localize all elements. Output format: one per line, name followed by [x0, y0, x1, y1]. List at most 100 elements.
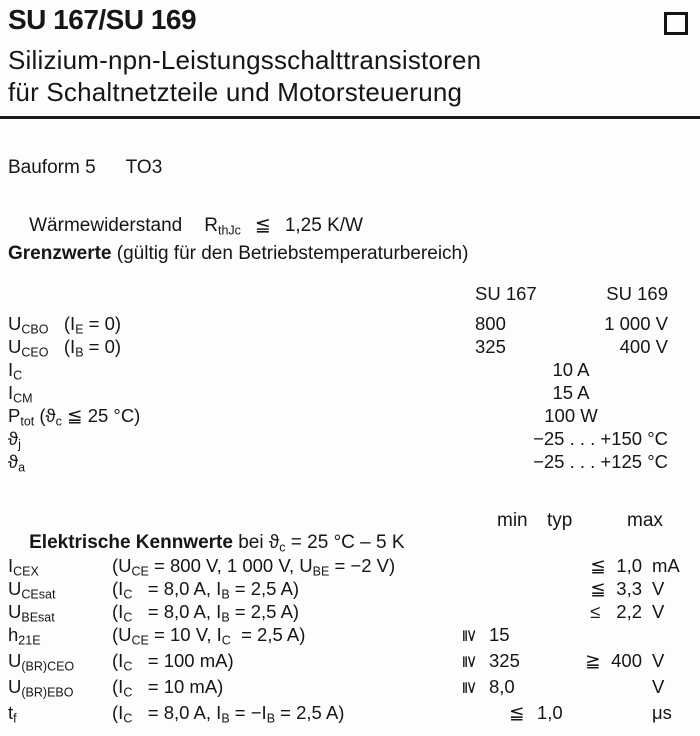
subscript-text: BEsat	[21, 610, 55, 625]
symbol-text: U	[8, 650, 22, 671]
symbol-text: bei ϑ	[232, 532, 280, 553]
symbol-text: = −2 V)	[329, 555, 396, 576]
row-symbol: IC	[8, 358, 460, 382]
row-symbol: Ptot (ϑc ≦ 25 °C)	[8, 404, 460, 428]
symbol-text: U	[8, 336, 22, 357]
row-symbol: UCBO (IE = 0)	[8, 312, 460, 337]
row-max-cell: ≧ 400 V	[540, 649, 692, 675]
thermal-symbol: RthJc	[204, 215, 241, 238]
subscript-text: f	[13, 711, 17, 726]
subscript-text: C	[221, 633, 231, 648]
symbol-text: = 0)	[83, 336, 122, 357]
symbol-text: ϑ	[8, 428, 19, 449]
symbol-text: U	[8, 578, 22, 599]
row-value-su167: 325	[475, 336, 506, 357]
symbol-text: U	[8, 313, 22, 334]
table-row: U(BR)EBO (IC = 10 mA) ≧ 8,0 V	[8, 675, 692, 701]
column-header-max: max	[627, 510, 663, 531]
symbol-text: = 8,0 A, I	[132, 702, 222, 723]
symbol-text: h	[8, 624, 19, 645]
table-row: h21E (UCE = 10 V, IC = 2,5 A) ≧ 15	[8, 623, 692, 649]
corner-square-icon	[664, 12, 688, 35]
limits-heading-bold: Grenzwerte	[8, 243, 112, 264]
symbol-text: (I	[112, 601, 124, 622]
symbol-text: = −I	[229, 702, 267, 723]
row-min-cell	[455, 554, 540, 577]
row-unit: V	[652, 676, 665, 697]
row-min-value: 325	[489, 650, 520, 671]
relation-symbol: ≤	[590, 601, 601, 622]
row-max-cell: μs	[540, 701, 692, 724]
subscript-text: j	[18, 437, 21, 452]
row-conditions: (IC = 8,0 A, IB = −IB = 2,5 A)	[112, 701, 455, 726]
subscript-text: B	[221, 711, 230, 726]
relation-symbol: ≦	[590, 578, 606, 599]
row-unit: V	[652, 578, 665, 599]
table-row: UCBO (IE = 0) 800 1 000 V	[8, 312, 692, 337]
symbol-text: = 10 V, I	[148, 624, 222, 645]
row-symbol: U(BR)EBO	[8, 675, 112, 701]
symbol-text: (U	[112, 624, 132, 645]
symbol-text: (I	[48, 313, 76, 334]
row-unit: μs	[652, 702, 672, 723]
subscript-text: CEX	[13, 564, 39, 579]
relation-symbol: ≧	[460, 654, 480, 669]
row-unit: mA	[652, 555, 680, 576]
row-max-cell: V	[540, 675, 692, 701]
row-symbol: ϑj	[8, 427, 460, 452]
row-max-cell: ≤2,2 V	[540, 600, 692, 623]
electrical-section-heading: Elektrische Kennwerte bei ϑc = 25 °C – 5…	[8, 510, 692, 642]
symbol-text: = 2,5 A)	[229, 601, 300, 622]
row-max-cell	[540, 623, 692, 649]
symbol-text: = 8,0 A, I	[132, 601, 222, 622]
row-min-cell: ≦ 1,0	[455, 701, 563, 724]
table-row: ϑj −25 . . . +150 °C	[8, 427, 692, 452]
row-symbol: tf	[8, 701, 112, 726]
row-max-cell: ≦ 3,3 V	[540, 577, 692, 600]
row-value-shared: 10 A	[552, 359, 590, 380]
limits-section-heading: Grenzwerte (gültig für den Betriebstempe…	[8, 243, 468, 265]
subscript-text: thJc	[217, 223, 241, 238]
relation-symbol: ≧	[585, 650, 601, 671]
row-symbol: ϑa	[8, 450, 460, 474]
symbol-text: (I	[112, 702, 124, 723]
row-value-shared: 100 W	[544, 405, 598, 426]
relation-symbol: ≧	[460, 628, 480, 643]
row-conditions: (UCE = 10 V, IC = 2,5 A)	[112, 623, 455, 649]
electrical-table: ICEX (UCE = 800 V, 1 000 V, UBE = −2 V) ≦ 1…	[8, 554, 692, 726]
symbol-text: = 100 mA)	[132, 650, 234, 671]
horizontal-rule	[0, 116, 700, 119]
subtitle-line-2: für Schaltnetzteile und Motorsteuerung	[8, 77, 463, 107]
thermal-value: 1,25 K/W	[284, 215, 363, 236]
table-row: ϑa −25 . . . +125 °C	[8, 450, 692, 474]
symbol-text: R	[204, 215, 218, 236]
page-title: SU 167/SU 169	[8, 4, 197, 35]
subscript-text: C	[123, 610, 133, 625]
row-min-value: 8,0	[489, 676, 515, 697]
row-value-su169: 1 000 V	[604, 313, 668, 334]
subscript-text: C	[123, 685, 133, 700]
row-value-su167: 800	[475, 313, 506, 334]
row-symbol: U(BR)CEO	[8, 649, 112, 675]
symbol-text: U	[8, 676, 22, 697]
symbol-text: (I	[112, 578, 124, 599]
row-symbol: h21E	[8, 623, 112, 649]
row-value-range: −25 . . . +150 °C	[533, 428, 668, 449]
table-row: Ptot (ϑc ≦ 25 °C) 100 W	[8, 404, 692, 428]
subscript-text: C	[123, 587, 133, 602]
subscript-text: CEO	[21, 345, 49, 360]
subscript-text: CBO	[21, 322, 49, 337]
row-symbol: UCEO (IB = 0)	[8, 335, 460, 360]
subscript-text: B	[266, 711, 276, 726]
symbol-text: t	[8, 702, 14, 723]
table-row: tf (IC = 8,0 A, IB = −IB = 2,5 A) ≦ 1,0 μs	[8, 701, 692, 726]
row-symbol: UCEsat	[8, 577, 112, 601]
symbol-text: = 8,0 A, I	[132, 578, 222, 599]
symbol-text: ϑ	[8, 451, 19, 472]
row-min-cell: ≧ 15	[455, 623, 540, 649]
symbol-text: (I	[112, 650, 124, 671]
electrical-rows: ICEX (UCE = 800 V, 1 000 V, UBE = −2 V) ≦ 1…	[8, 554, 692, 726]
subscript-text: B	[75, 345, 84, 360]
row-symbol: ICEX	[8, 554, 112, 579]
